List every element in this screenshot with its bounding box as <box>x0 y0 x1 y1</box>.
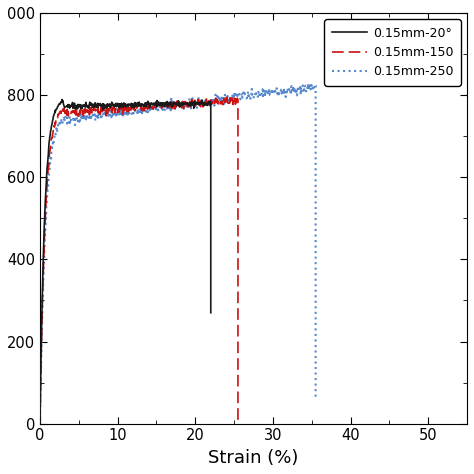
0.15mm-250 <box>37 421 43 427</box>
0.15mm-20° <box>208 310 214 316</box>
0.15mm-20° <box>49 122 55 128</box>
0.15mm-150 <box>104 105 110 111</box>
0.15mm-150 <box>235 421 241 427</box>
0.15mm-150 <box>224 94 229 100</box>
0.15mm-20° <box>202 101 208 107</box>
0.15mm-250 <box>165 104 171 110</box>
0.15mm-250 <box>313 396 319 402</box>
0.15mm-150 <box>41 241 47 247</box>
0.15mm-250 <box>310 84 315 90</box>
0.15mm-250 <box>50 140 55 146</box>
Legend: 0.15mm-20°, 0.15mm-150, 0.15mm-250: 0.15mm-20°, 0.15mm-150, 0.15mm-250 <box>324 19 461 86</box>
Line: 0.15mm-20°: 0.15mm-20° <box>40 100 211 424</box>
0.15mm-150 <box>215 100 220 106</box>
0.15mm-250 <box>307 81 312 87</box>
0.15mm-250 <box>88 115 93 121</box>
0.15mm-20° <box>68 102 74 108</box>
0.15mm-250 <box>142 106 147 112</box>
0.15mm-150 <box>200 104 206 110</box>
Line: 0.15mm-150: 0.15mm-150 <box>40 97 238 424</box>
Line: 0.15mm-250: 0.15mm-250 <box>40 84 316 424</box>
0.15mm-20° <box>157 102 163 108</box>
0.15mm-20° <box>59 97 65 102</box>
0.15mm-150 <box>67 111 73 117</box>
0.15mm-20° <box>123 102 129 108</box>
X-axis label: Strain (%): Strain (%) <box>208 449 299 467</box>
0.15mm-150 <box>37 421 43 427</box>
0.15mm-250 <box>148 99 154 105</box>
0.15mm-150 <box>126 109 131 115</box>
0.15mm-20° <box>37 421 43 427</box>
0.15mm-20° <box>76 103 82 109</box>
